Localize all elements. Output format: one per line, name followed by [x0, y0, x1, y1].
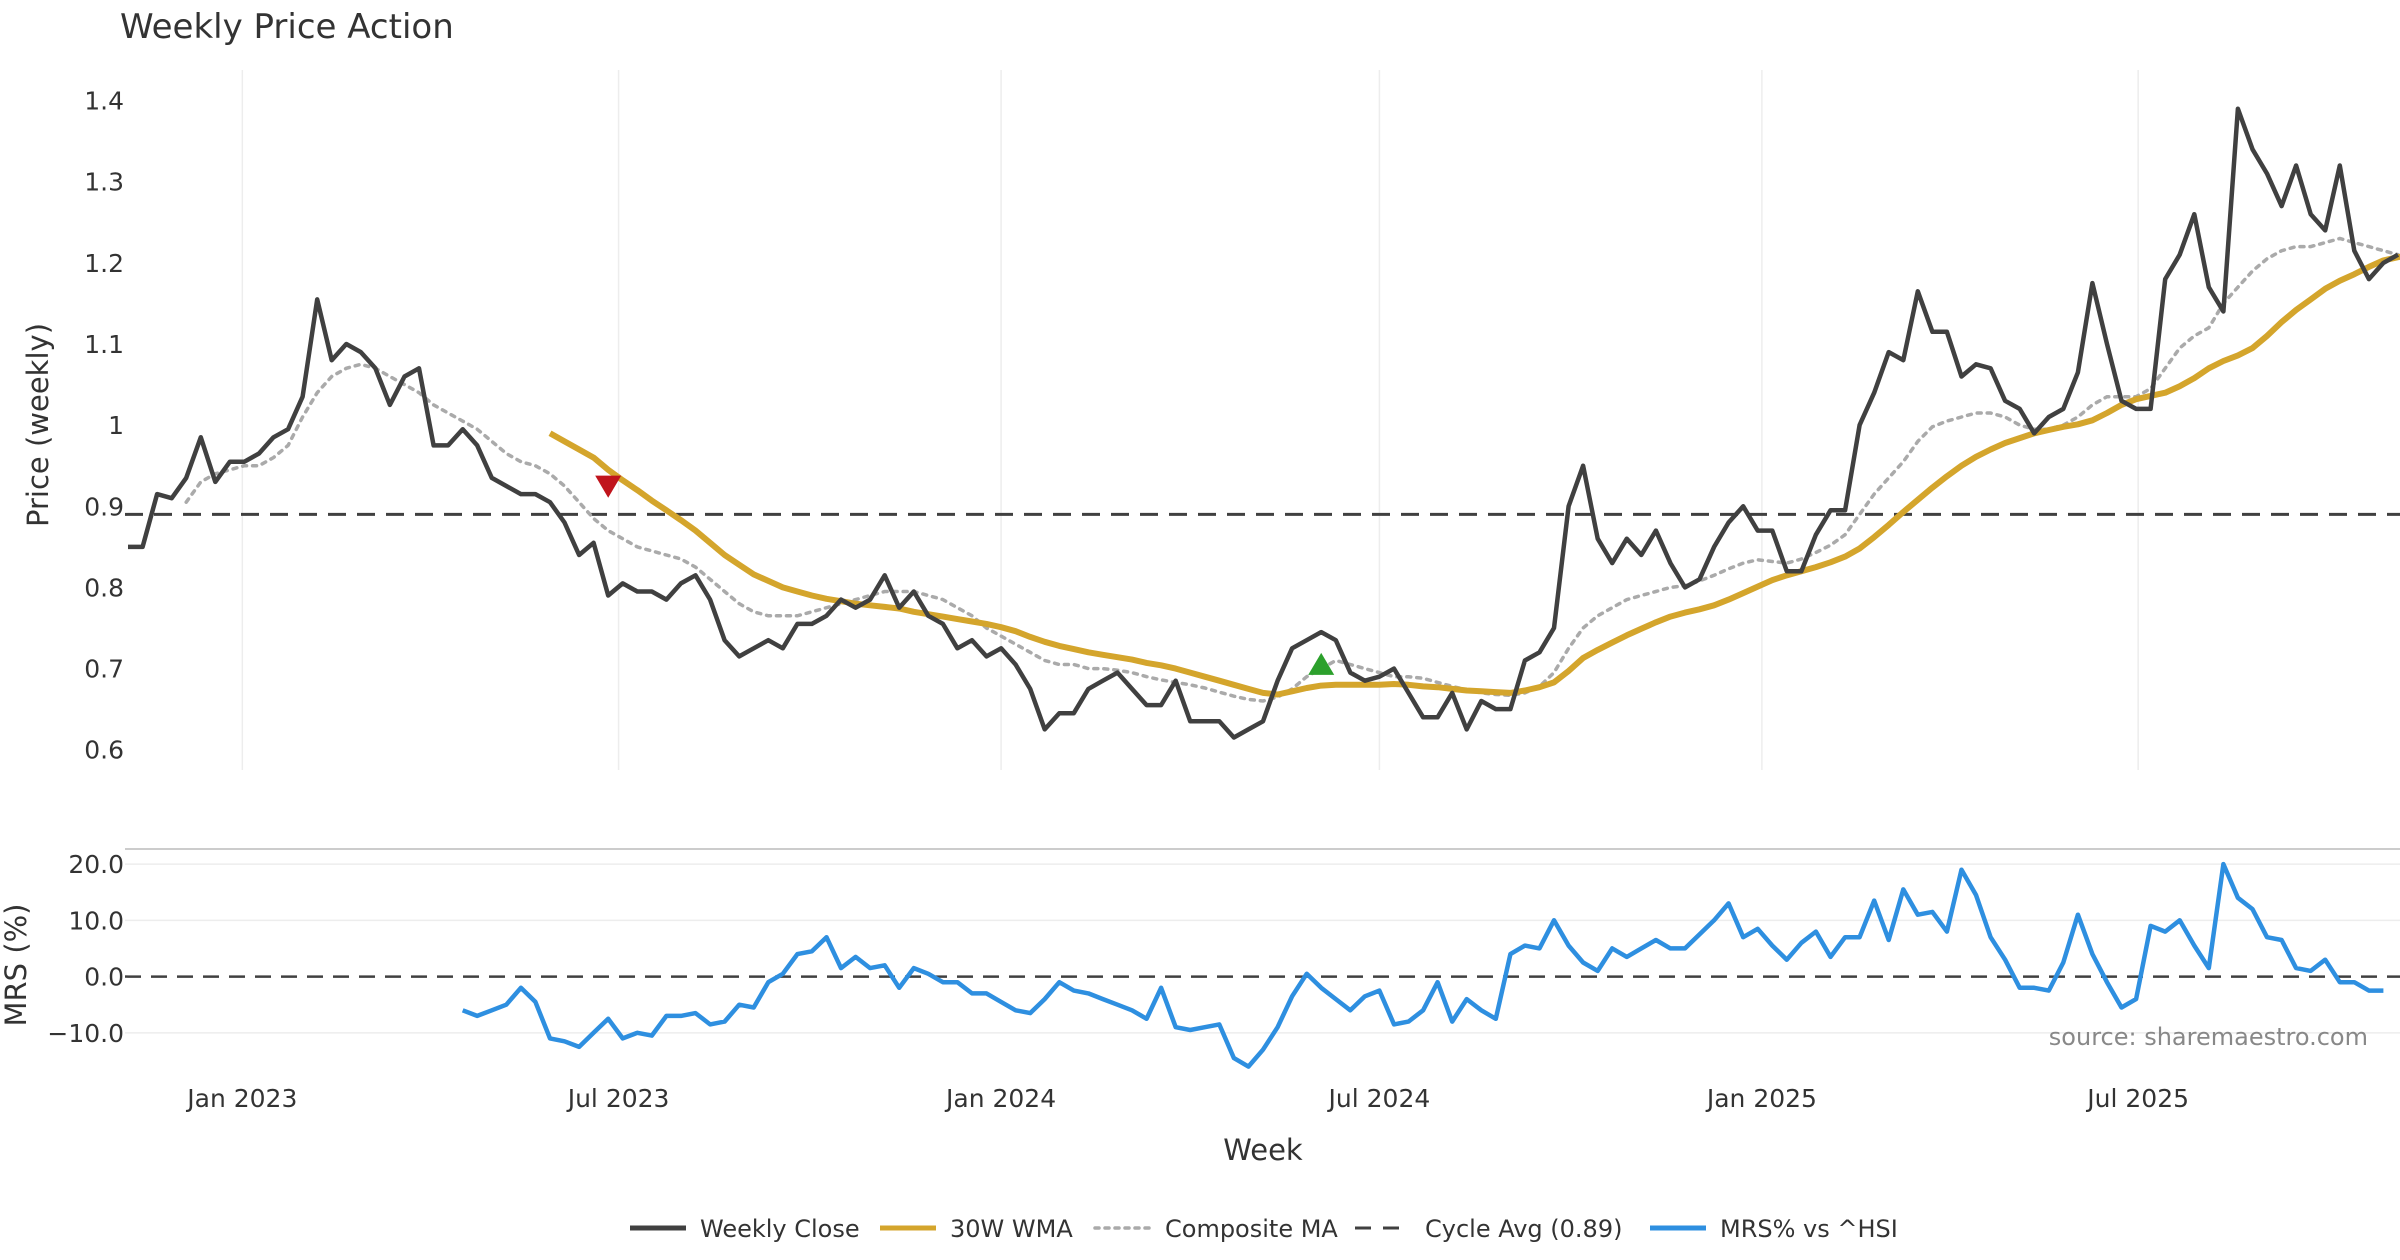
- mrs-y-tick-label: 20.0: [68, 850, 124, 879]
- chart-title: Weekly Price Action: [120, 7, 454, 47]
- price-y-axis-title: Price (weekly): [21, 323, 55, 527]
- price-y-tick-label: 1.3: [84, 168, 124, 197]
- price-y-tick-label: 0.6: [84, 736, 124, 765]
- mrs-y-axis-title: MRS (%): [0, 904, 33, 1027]
- price-y-tick-label: 0.8: [84, 573, 124, 602]
- source-note: source: sharemaestro.com: [2049, 1023, 2368, 1051]
- price-y-tick-label: 0.7: [84, 655, 124, 684]
- price-series-group: [125, 106, 2400, 740]
- mrs-panel-grid: [125, 863, 2400, 1034]
- price-panel-grid: [241, 70, 2139, 770]
- price-y-tick-label: 1.4: [84, 87, 124, 116]
- legend-label-30w-wma: 30W WMA: [950, 1215, 1073, 1243]
- price-y-tick-label: 1: [108, 411, 124, 440]
- weekly-close-line: [128, 106, 2400, 740]
- legend-label-weekly-close: Weekly Close: [700, 1215, 860, 1243]
- buy-signal-marker: [1308, 652, 1335, 675]
- mrs-y-tick-label: −10.0: [47, 1019, 124, 1048]
- price-y-tick-label: 1.2: [84, 249, 124, 278]
- legend: Weekly Close 30W WMA Composite MA Cycle Avg…: [630, 1215, 1898, 1243]
- mrs-line: [461, 861, 2384, 1069]
- mrs-y-tick-label: 0.0: [84, 963, 124, 992]
- signal-markers: [595, 475, 1335, 675]
- x-tick-label: Jul 2025: [2085, 1084, 2189, 1113]
- sell-signal-marker: [595, 475, 622, 498]
- date-x-axis: Jan 2023 Jul 2023 Jan 2024 Jul 2024 Jan 2025…: [185, 1084, 2189, 1113]
- wma-30w-line: [548, 253, 2400, 698]
- legend-label-composite-ma: Composite MA: [1165, 1215, 1338, 1243]
- legend-label-cycle-avg-0-89: Cycle Avg (0.89): [1425, 1215, 1622, 1243]
- mrs-series-group: [461, 861, 2384, 1069]
- mrs-y-axis: −10.0 0.0 10.0 20.0: [47, 850, 124, 1048]
- price-y-axis: 0.6 0.7 0.8 0.9 1 1.1 1.2 1.3 1.4: [84, 87, 124, 765]
- composite-ma-line: [184, 236, 2400, 703]
- x-tick-label: Jan 2024: [944, 1084, 1056, 1113]
- mrs-y-tick-label: 10.0: [68, 906, 124, 935]
- x-tick-label: Jul 2024: [1327, 1084, 1431, 1113]
- x-tick-label: Jul 2023: [566, 1084, 670, 1113]
- x-axis-title: Week: [1223, 1133, 1303, 1167]
- x-tick-label: Jan 2025: [1705, 1084, 1817, 1113]
- price-y-tick-label: 0.9: [84, 492, 124, 521]
- price-y-tick-label: 1.1: [84, 330, 124, 359]
- legend-label-mrs-vs-hsi: MRS% vs ^HSI: [1720, 1215, 1898, 1243]
- x-tick-label: Jan 2023: [185, 1084, 297, 1113]
